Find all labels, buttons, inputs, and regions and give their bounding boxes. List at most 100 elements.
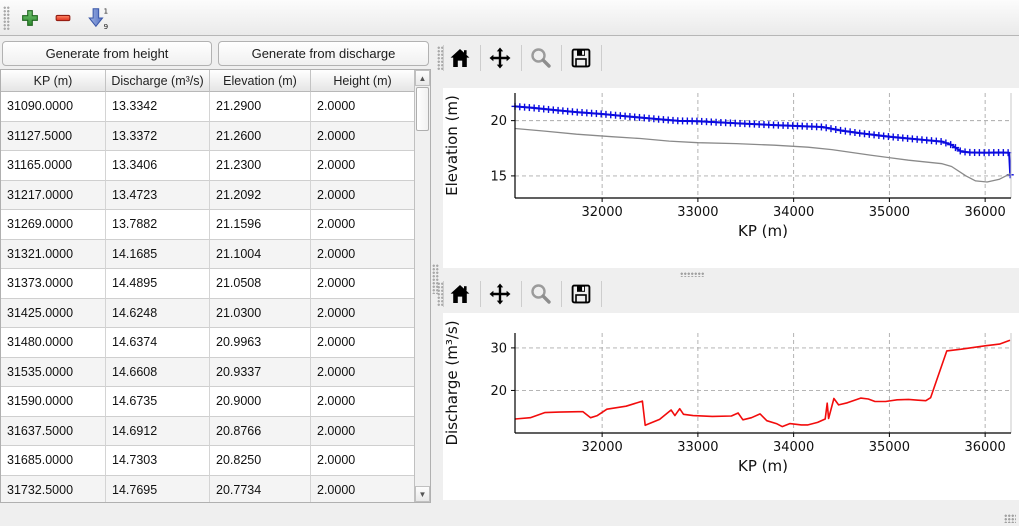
chart2-toolbar-drag-handle[interactable] xyxy=(437,282,444,306)
elevation-figure[interactable]: 32000 33000 34000 35000 36000 15 20 KP (m) Eleva… xyxy=(443,88,1019,268)
table-cell[interactable]: 2.0000 xyxy=(311,416,415,446)
table-cell[interactable]: 31321.0000 xyxy=(1,239,106,269)
table-cell[interactable]: 2.0000 xyxy=(311,92,415,122)
chart-splitter-handle[interactable] xyxy=(680,272,704,277)
table-cell[interactable]: 2.0000 xyxy=(311,357,415,387)
table-cell[interactable]: 2.0000 xyxy=(311,298,415,328)
table-cell[interactable]: 2.0000 xyxy=(311,475,415,502)
table-cell[interactable]: 2.0000 xyxy=(311,387,415,417)
table-cell[interactable]: 13.3342 xyxy=(106,92,210,122)
table-cell[interactable]: 31590.0000 xyxy=(1,387,106,417)
pan-icon xyxy=(489,47,511,69)
discharge-figure[interactable]: 32000 33000 34000 35000 36000 20 30 KP (m) Disch… xyxy=(443,313,1019,500)
chart2-save-button[interactable] xyxy=(568,281,594,307)
table-cell[interactable]: 13.3406 xyxy=(106,151,210,181)
chart2-home-button[interactable] xyxy=(447,281,473,307)
svg-text:35000: 35000 xyxy=(869,205,910,220)
table-cell[interactable]: 14.6608 xyxy=(106,357,210,387)
table-cell[interactable]: 31127.5000 xyxy=(1,121,106,151)
table-cell[interactable]: 20.9963 xyxy=(210,328,311,358)
toolbar-drag-handle[interactable] xyxy=(3,6,10,30)
column-header[interactable]: Elevation (m) xyxy=(210,70,311,92)
table-cell[interactable]: 31165.0000 xyxy=(1,151,106,181)
chart1-pan-button[interactable] xyxy=(487,45,513,71)
elevation-plot-canvas[interactable]: 32000 33000 34000 35000 36000 15 20 KP (m) Eleva… xyxy=(443,88,1019,268)
table-cell[interactable]: 14.6374 xyxy=(106,328,210,358)
add-row-button[interactable] xyxy=(16,4,44,32)
table-body: 31090.0000 13.3342 21.2900 2.0000 31127.5000… xyxy=(1,92,415,502)
table-cell[interactable]: 31373.0000 xyxy=(1,269,106,299)
table-cell[interactable]: 21.1004 xyxy=(210,239,311,269)
table-cell[interactable]: 31269.0000 xyxy=(1,210,106,240)
table-cell[interactable]: 20.9000 xyxy=(210,387,311,417)
scrollbar-thumb[interactable] xyxy=(416,87,429,131)
table-cell[interactable]: 20.7734 xyxy=(210,475,311,502)
chart1-home-button[interactable] xyxy=(447,45,473,71)
scroll-up-button[interactable]: ▲ xyxy=(415,70,430,86)
column-header[interactable]: Height (m) xyxy=(311,70,415,92)
table-scrollbar[interactable]: ▲ ▼ xyxy=(414,70,430,502)
table-cell[interactable]: 20.9337 xyxy=(210,357,311,387)
table-cell[interactable]: 31535.0000 xyxy=(1,357,106,387)
table-cell[interactable]: 2.0000 xyxy=(311,151,415,181)
table-cell[interactable]: 13.7882 xyxy=(106,210,210,240)
table-cell[interactable]: 14.4895 xyxy=(106,269,210,299)
table-cell[interactable]: 21.1596 xyxy=(210,210,311,240)
chart2-pan-button[interactable] xyxy=(487,281,513,307)
generate-from-discharge-button[interactable]: Generate from discharge xyxy=(218,41,429,66)
table-cell[interactable]: 31425.0000 xyxy=(1,298,106,328)
generate-from-height-button[interactable]: Generate from height xyxy=(2,41,212,66)
table-cell[interactable]: 14.6735 xyxy=(106,387,210,417)
table-cell[interactable]: 13.3372 xyxy=(106,121,210,151)
discharge-plot-canvas[interactable]: 32000 33000 34000 35000 36000 20 30 KP (m) Disch… xyxy=(443,313,1019,500)
table-cell[interactable]: 14.7695 xyxy=(106,475,210,502)
scroll-down-button[interactable]: ▼ xyxy=(415,486,430,502)
table-cell[interactable]: 14.1685 xyxy=(106,239,210,269)
table-cell[interactable]: 21.2900 xyxy=(210,92,311,122)
panel-splitter-handle[interactable] xyxy=(432,264,439,294)
table-cell[interactable]: 2.0000 xyxy=(311,269,415,299)
remove-row-button[interactable] xyxy=(49,4,77,32)
table-cell[interactable]: 13.4723 xyxy=(106,180,210,210)
table-cell[interactable]: 2.0000 xyxy=(311,180,415,210)
svg-text:Discharge (m³/s): Discharge (m³/s) xyxy=(443,320,461,445)
table-cell[interactable]: 2.0000 xyxy=(311,446,415,476)
table-cell[interactable]: 31637.5000 xyxy=(1,416,106,446)
table-cell[interactable]: 21.0508 xyxy=(210,269,311,299)
chart1-toolbar-drag-handle[interactable] xyxy=(437,46,444,70)
table-cell[interactable]: 31732.5000 xyxy=(1,475,106,502)
minus-icon xyxy=(55,14,71,22)
table-cell[interactable]: 20.8250 xyxy=(210,446,311,476)
table-cell[interactable]: 21.0300 xyxy=(210,298,311,328)
table-cell[interactable]: 31090.0000 xyxy=(1,92,106,122)
table-cell[interactable]: 21.2300 xyxy=(210,151,311,181)
table-row: 31217.0000 13.4723 21.2092 2.0000 xyxy=(1,180,415,210)
chart2-zoom-button[interactable] xyxy=(528,281,554,307)
column-header[interactable]: KP (m) xyxy=(1,70,106,92)
table-row: 31590.0000 14.6735 20.9000 2.0000 xyxy=(1,387,415,417)
table-cell[interactable]: 14.6248 xyxy=(106,298,210,328)
column-header[interactable]: Discharge (m³/s) xyxy=(106,70,210,92)
table-cell[interactable]: 2.0000 xyxy=(311,210,415,240)
table-cell[interactable]: 31480.0000 xyxy=(1,328,106,358)
table-cell[interactable]: 14.6912 xyxy=(106,416,210,446)
table-cell[interactable]: 21.2600 xyxy=(210,121,311,151)
table-row: 31373.0000 14.4895 21.0508 2.0000 xyxy=(1,269,415,299)
save-icon xyxy=(571,284,591,304)
table-cell[interactable]: 31685.0000 xyxy=(1,446,106,476)
table-cell[interactable]: 31217.0000 xyxy=(1,180,106,210)
table-cell[interactable]: 20.8766 xyxy=(210,416,311,446)
chart1-save-button[interactable] xyxy=(568,45,594,71)
table-cell[interactable]: 2.0000 xyxy=(311,328,415,358)
table-row: 31127.5000 13.3372 21.2600 2.0000 xyxy=(1,121,415,151)
sort-button[interactable]: 1 9 xyxy=(83,4,111,32)
table-cell[interactable]: 14.7303 xyxy=(106,446,210,476)
svg-text:KP (m): KP (m) xyxy=(738,457,788,475)
size-grip[interactable] xyxy=(1004,514,1016,523)
table-cell[interactable]: 21.2092 xyxy=(210,180,311,210)
table-row: 31090.0000 13.3342 21.2900 2.0000 xyxy=(1,92,415,122)
table-cell[interactable]: 2.0000 xyxy=(311,239,415,269)
svg-text:30: 30 xyxy=(490,341,507,356)
table-cell[interactable]: 2.0000 xyxy=(311,121,415,151)
chart1-zoom-button[interactable] xyxy=(528,45,554,71)
